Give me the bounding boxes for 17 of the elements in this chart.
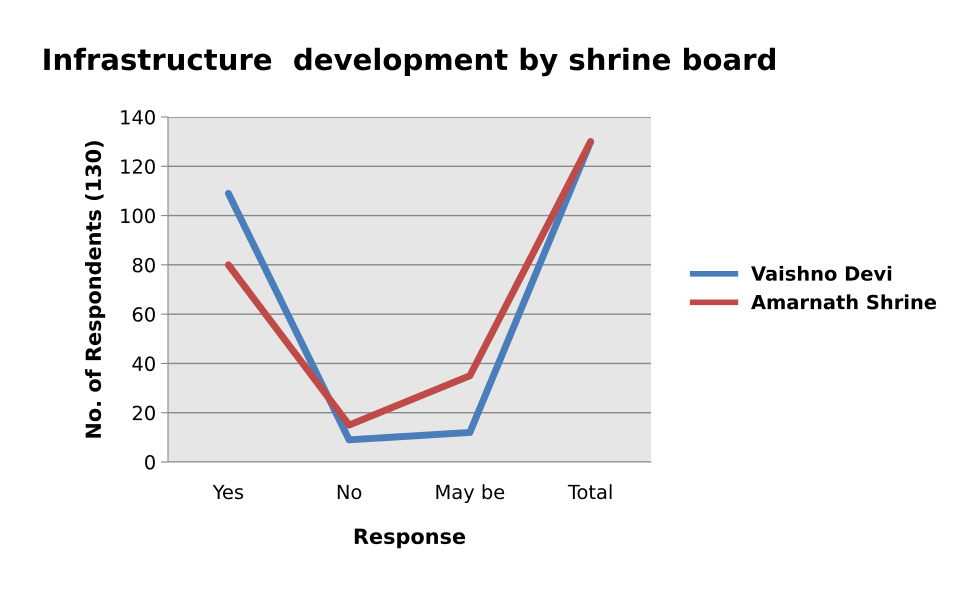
y-tick-label: 20 (132, 406, 155, 420)
y-axis-title: No. of Respondents (130) (85, 141, 106, 438)
y-tick-label: 60 (132, 307, 155, 322)
y-tick-label: 100 (121, 208, 155, 224)
y-tick-label: 80 (132, 258, 155, 273)
chart-title: Infrastructure development by shrine board (44, 48, 775, 76)
x-tick-label: May be (436, 484, 504, 504)
x-tick-label: Total (568, 484, 612, 500)
legend-label: Amarnath Shrine (751, 294, 936, 310)
y-tick-label: 0 (145, 454, 155, 470)
y-tick-label: 140 (121, 110, 155, 125)
legend-label: Vaishno Devi (751, 266, 892, 281)
y-tick-label: 120 (121, 159, 155, 174)
x-tick-label: Yes (212, 484, 244, 500)
y-tick-label: 40 (132, 356, 155, 372)
x-axis-title: Response (354, 528, 466, 548)
x-tick-label: No (338, 484, 362, 500)
